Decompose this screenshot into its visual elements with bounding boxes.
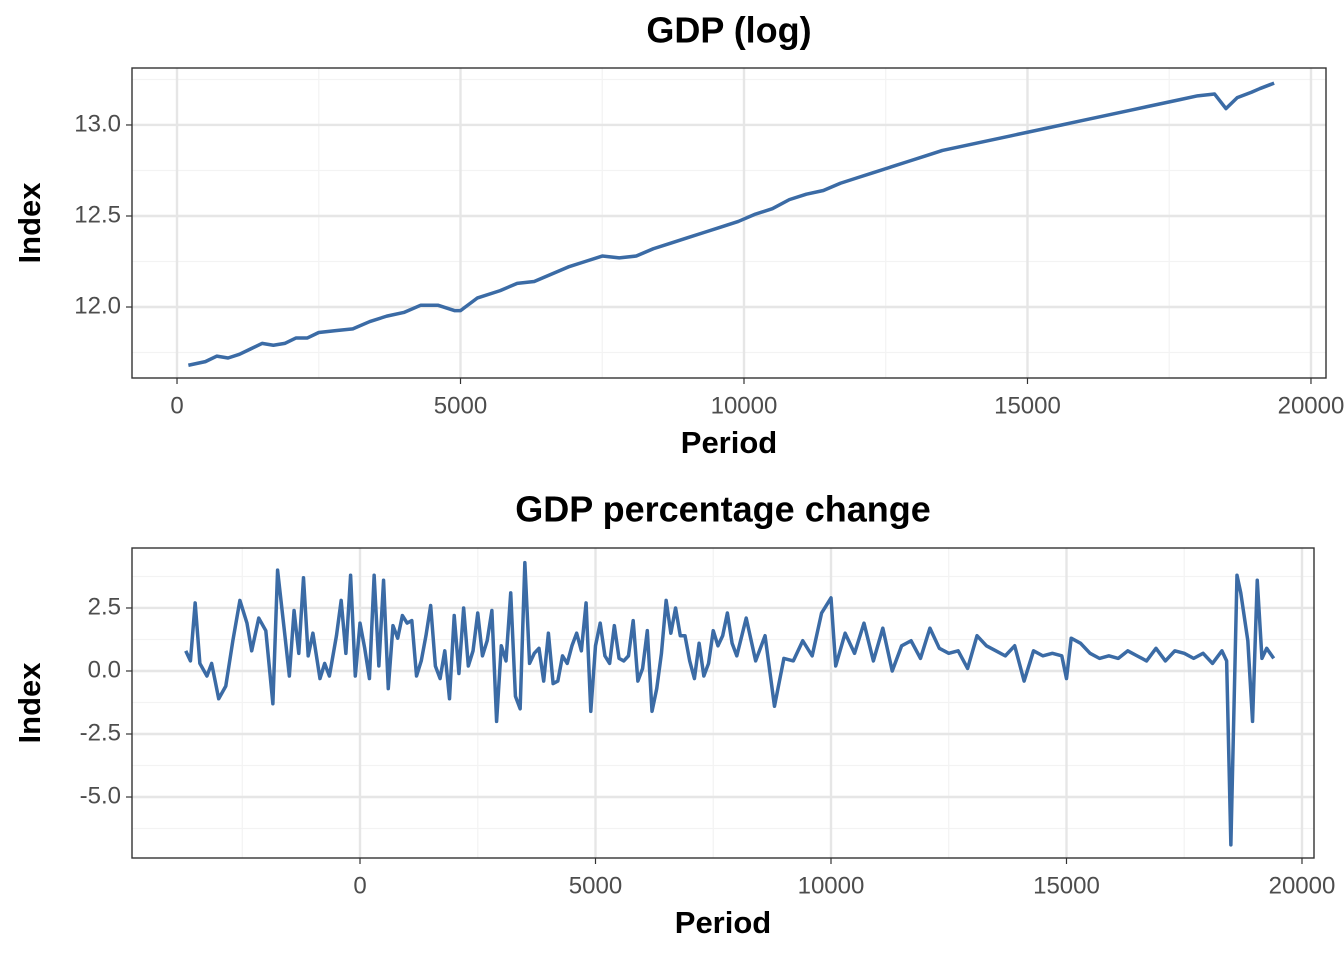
y-tick-label: -2.5	[80, 719, 121, 746]
x-tick-label: 10000	[798, 872, 865, 899]
panel-border	[131, 547, 1315, 859]
y-tick-label: 12.5	[74, 201, 121, 228]
x-axis-label: Period	[675, 905, 771, 940]
y-axis-label: Index	[12, 662, 47, 744]
x-tick-label: 15000	[1033, 872, 1100, 899]
y-tick-label: 2.5	[88, 593, 121, 620]
data-line	[184, 560, 1276, 847]
x-tick-label: 0	[353, 872, 366, 899]
y-tick-label: -5.0	[80, 782, 121, 809]
x-tick-label: 10000	[711, 392, 778, 419]
x-tick-label: 5000	[434, 392, 487, 419]
chart-title: GDP (log)	[646, 10, 811, 51]
data-line	[187, 81, 1275, 367]
x-tick-label: 20000	[1269, 872, 1336, 899]
y-tick-label: 0.0	[88, 656, 121, 683]
chart-title: GDP percentage change	[515, 489, 930, 530]
x-tick-label: 0	[170, 392, 183, 419]
panel-border	[131, 67, 1327, 379]
y-tick-label: 13.0	[74, 110, 121, 137]
x-tick-label: 15000	[994, 392, 1061, 419]
x-tick-label: 5000	[569, 872, 622, 899]
y-axis-label: Index	[12, 182, 47, 264]
y-tick-label: 12.0	[74, 292, 121, 319]
x-axis-label: Period	[681, 425, 777, 460]
x-tick-label: 20000	[1278, 392, 1344, 419]
